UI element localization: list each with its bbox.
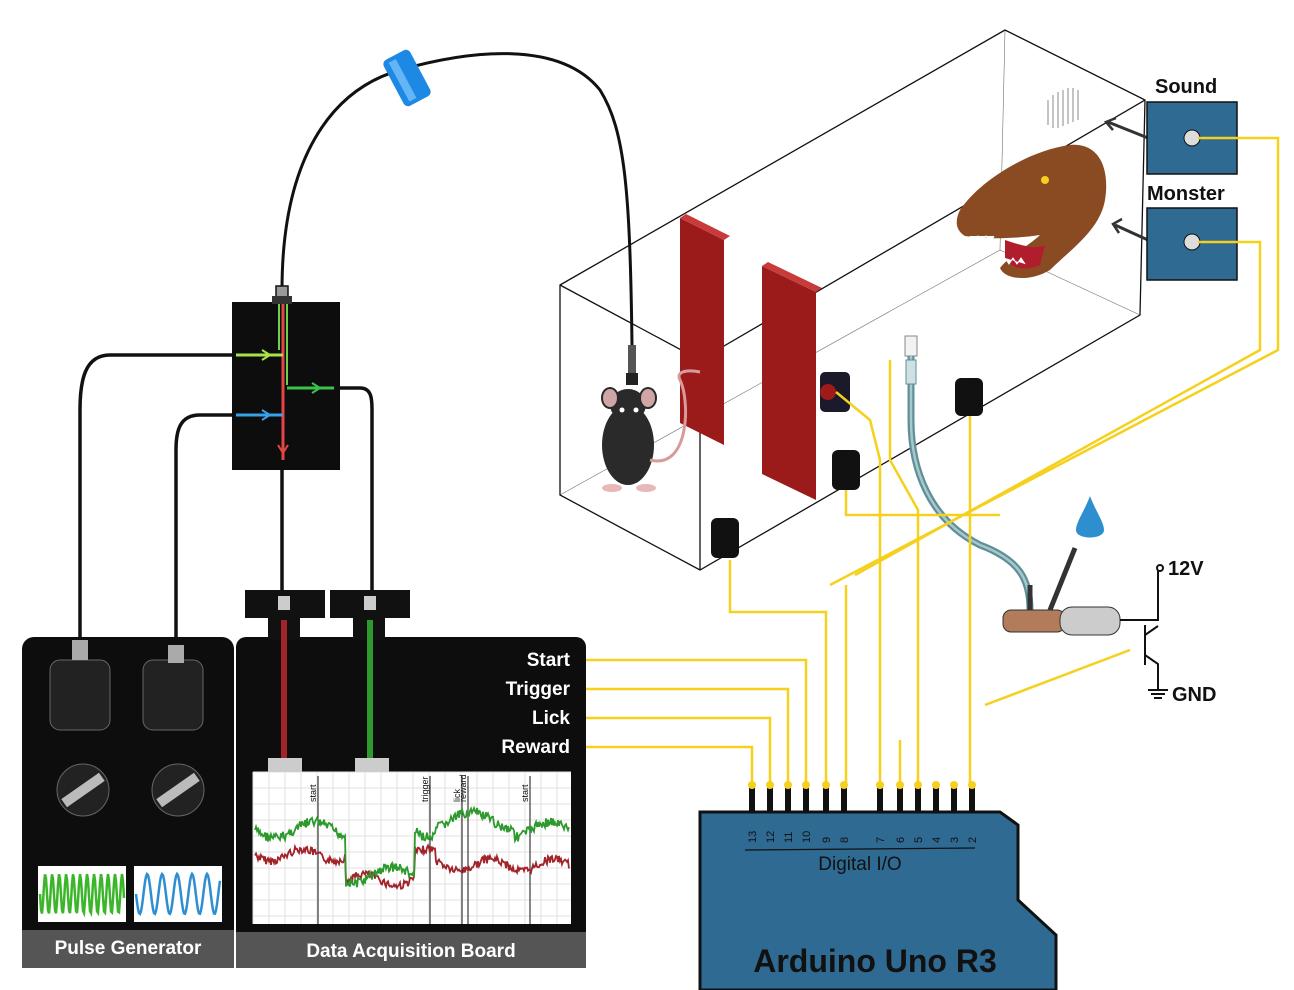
pin-terminal [748,781,756,789]
pin-header [897,785,903,811]
sound-board: Sound [1146,76,1238,175]
pin-terminal [766,781,774,789]
pin-label: 7 [875,837,887,843]
pin-header [951,785,957,811]
arduino-board: 13 12 11 10 9 8 7 6 5 4 3 2 Digital I/O Arduino Uno… [698,781,1058,990]
pin-label: 3 [949,837,961,843]
v12-label: 12V [1168,558,1204,580]
pin-label: 10 [801,831,813,843]
pin-terminal [822,781,830,789]
pin-header [969,785,975,811]
signal-wires [578,136,1280,785]
gate-left [680,214,730,445]
pin-label: 5 [913,837,925,843]
event-label: trigger [420,776,430,802]
green-trace [254,805,570,888]
pulse-generator-label: Pulse Generator [55,938,202,959]
transistor-icon [1120,564,1168,699]
event-label: reward [458,774,468,802]
pin-label: 11 [783,832,795,843]
pin-label: 13 [747,831,759,843]
daq-board-label: Data Acquisition Board [306,941,515,962]
arduino-label: Arduino Uno R3 [753,943,997,979]
pin-terminal [876,781,884,789]
pin-terminal [968,781,976,789]
water-drop-icon [1076,496,1104,538]
fiber-ferrule [626,345,638,385]
pin-header [877,785,883,811]
amplitude-knob[interactable] [151,763,205,817]
pin-label: 6 [895,837,907,843]
monster-board: Monster [1146,183,1238,281]
mouse-icon [601,369,701,492]
water-valve [1002,547,1121,636]
blue-waveform [134,871,222,917]
event-label: start [308,784,318,802]
pin-header [933,785,939,811]
pin-header [767,785,773,811]
green-waveform [38,873,126,918]
filter-cube [232,285,340,470]
pin-label: 2 [967,837,979,843]
pin-label: 8 [839,837,851,843]
digital-io-label: Digital I/O [818,854,901,875]
pin-label: 4 [931,837,943,843]
pin-terminal [914,781,922,789]
pin-header [915,785,921,811]
sound-label: Sound [1155,76,1217,98]
frequency-knob[interactable] [56,763,110,817]
pin-header [749,785,755,811]
gate-right [762,262,822,500]
actuator-arrows [1103,116,1149,242]
input-reward-label: Reward [501,737,570,758]
pin-terminal [802,781,810,789]
pin-header [841,785,847,811]
pin-terminal [932,781,940,789]
pin-terminal [896,781,904,789]
pin-headers: 13 12 11 10 9 8 7 6 5 4 3 2 [747,781,979,843]
fiber-sleeve-icon [383,49,431,107]
lick-port [904,335,1034,611]
red-trace [254,843,570,891]
monster-label: Monster [1147,183,1225,205]
fiber-cables [78,353,374,645]
event-label: lick [452,789,462,802]
pin-label: 9 [821,837,833,843]
pin-header [803,785,809,811]
pin-header [823,785,829,811]
input-lick-label: Lick [532,708,570,729]
dinosaur-icon [956,144,1107,279]
pin-header [785,785,791,811]
gnd-label: GND [1172,684,1216,706]
pin-label: 12 [765,831,777,843]
pin-terminal [784,781,792,789]
input-start-label: Start [527,650,571,671]
pulse-generator: Pulse Generator [22,637,234,968]
pin-terminal [950,781,958,789]
speaker-grille [1047,88,1079,128]
sensors [711,372,983,558]
pin-terminal [840,781,848,789]
optical-fiber [280,52,634,346]
input-trigger-label: Trigger [506,679,571,700]
event-label: start [520,784,530,802]
